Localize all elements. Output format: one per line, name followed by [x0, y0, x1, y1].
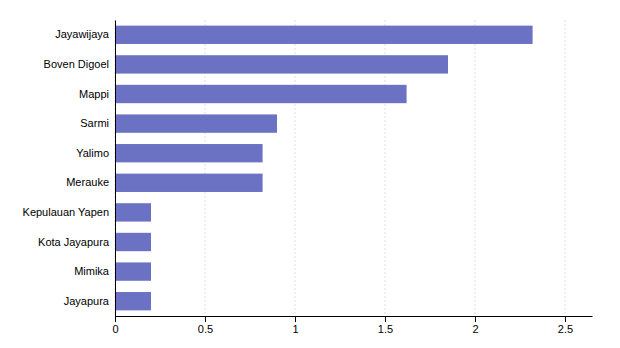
bar	[115, 262, 151, 280]
grid-line	[475, 20, 476, 316]
grid-line	[565, 20, 566, 316]
grid	[115, 20, 565, 316]
tick-label: 1.5	[378, 323, 393, 335]
bar	[115, 26, 533, 44]
tick-label: 0	[112, 323, 118, 335]
x-axis: 0 0.5 1 1.5 2 2.5	[112, 316, 592, 335]
tick-label: Boven Digoel	[44, 58, 109, 70]
plot: 0 0.5 1 1.5 2 2.5 Jayapura Mimika Kota Jayapura K…	[23, 20, 593, 335]
tick: 2	[472, 316, 478, 335]
bar	[115, 85, 407, 103]
tick-label: Kepulauan Yapen	[23, 206, 109, 218]
tick-label: Kota Jayapura	[38, 236, 110, 248]
tick: Mimika	[74, 265, 110, 277]
axis-line	[116, 316, 593, 317]
tick: Yalimo	[76, 147, 109, 159]
bars	[115, 26, 533, 311]
tick-label: 2.5	[558, 323, 573, 335]
tick-label: 2	[472, 323, 478, 335]
tick-mark	[475, 316, 476, 322]
tick: 2.5	[558, 316, 573, 335]
bar	[115, 144, 263, 162]
tick-label: Jayapura	[64, 295, 110, 307]
tick: Merauke	[66, 176, 109, 188]
tick-label: Mappi	[79, 88, 109, 100]
tick-label: 0.5	[198, 323, 213, 335]
tick: 0.5	[198, 316, 213, 335]
tick-mark	[205, 316, 206, 322]
tick: Boven Digoel	[44, 58, 109, 70]
bar	[115, 114, 277, 132]
tick-label: Merauke	[66, 176, 109, 188]
axis-line	[115, 21, 116, 317]
tick: 1	[292, 316, 298, 335]
bar	[115, 233, 151, 251]
tick-label: Jayawijaya	[55, 28, 110, 40]
bar	[115, 55, 448, 73]
y-axis: Jayapura Mimika Kota Jayapura Kepulauan Yap…	[23, 21, 116, 317]
tick: Jayawijaya	[55, 28, 110, 40]
tick: 0	[112, 316, 118, 335]
tick: 1.5	[378, 316, 393, 335]
tick: Kepulauan Yapen	[23, 206, 109, 218]
tick: Mappi	[79, 88, 109, 100]
tick: Sarmi	[80, 117, 109, 129]
tick-label: Mimika	[74, 265, 110, 277]
tick-mark	[385, 316, 386, 322]
tick: Kota Jayapura	[38, 236, 110, 248]
tick: Jayapura	[64, 295, 110, 307]
grid-line	[115, 20, 116, 316]
tick-mark	[295, 316, 296, 322]
bar	[115, 174, 263, 192]
bar	[115, 292, 151, 310]
tick-mark	[565, 316, 566, 322]
tick-label: Yalimo	[76, 147, 109, 159]
bar	[115, 203, 151, 221]
tick-mark	[115, 316, 116, 322]
tick-label: 1	[292, 323, 298, 335]
tick-label: Sarmi	[80, 117, 109, 129]
chart: 0 0.5 1 1.5 2 2.5 Jayapura Mimika Kota Jayapura K…	[0, 0, 620, 348]
